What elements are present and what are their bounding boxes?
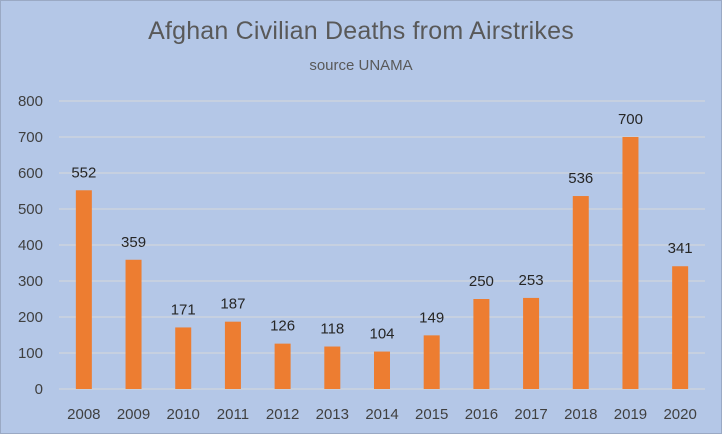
y-tick-label: 500 <box>18 201 43 218</box>
x-tick-label: 2018 <box>564 406 597 423</box>
bar-2020 <box>672 266 689 389</box>
x-axis: 2008 2009 2010 2011 2012 2013 2014 2015 2016 2017… <box>67 406 697 423</box>
bar-2017 <box>523 297 540 389</box>
bar-2010 <box>175 327 192 389</box>
data-label-2008: 552 <box>71 164 96 181</box>
bar-2009 <box>125 259 142 389</box>
bar-2012 <box>274 343 291 389</box>
bar-2014 <box>374 351 390 389</box>
data-label-2013: 118 <box>320 321 344 338</box>
x-tick-label: 2020 <box>663 406 696 423</box>
y-tick-label: 0 <box>35 381 43 398</box>
x-tick-label: 2008 <box>67 406 100 423</box>
x-tick-label: 2009 <box>117 406 150 423</box>
bar-2016 <box>473 299 490 389</box>
x-tick-label: 2014 <box>365 406 398 423</box>
data-label-2011: 187 <box>220 296 245 313</box>
y-tick-label: 400 <box>18 237 43 254</box>
data-label-2017: 253 <box>519 272 544 289</box>
y-tick-label: 600 <box>18 165 43 182</box>
y-tick-label: 700 <box>18 129 43 146</box>
data-label-2012: 126 <box>270 318 295 335</box>
bar-2019 <box>622 137 639 389</box>
y-tick-label: 100 <box>18 345 43 362</box>
data-labels: 552 359 171 187 126 118 104 149 250 253 536 700 341 <box>71 111 692 343</box>
y-tick-label: 300 <box>18 273 43 290</box>
data-label-2020: 341 <box>668 240 693 257</box>
chart-title: Afghan Civilian Deaths from Airstrikes <box>148 17 574 45</box>
bar-2015 <box>423 335 440 389</box>
gridlines <box>59 100 705 390</box>
data-label-2009: 359 <box>121 234 146 251</box>
data-label-2015: 149 <box>419 309 444 326</box>
bar-2011 <box>224 321 241 389</box>
x-tick-label: 2010 <box>167 406 200 423</box>
x-tick-label: 2016 <box>465 406 498 423</box>
x-tick-label: 2015 <box>415 406 448 423</box>
y-axis: 0 100 200 300 400 500 600 700 800 <box>18 93 43 398</box>
bar-2013 <box>324 346 341 389</box>
chart-subtitle: source UNAMA <box>309 57 413 74</box>
x-tick-label: 2019 <box>614 406 647 423</box>
x-tick-label: 2013 <box>316 406 349 423</box>
x-tick-label: 2011 <box>217 406 249 423</box>
data-label-2016: 250 <box>469 273 494 290</box>
y-tick-label: 200 <box>18 309 43 326</box>
bars <box>75 137 689 389</box>
x-tick-label: 2012 <box>266 406 299 423</box>
x-tick-label: 2017 <box>514 406 547 423</box>
bar-2018 <box>572 196 589 389</box>
data-label-2014: 104 <box>369 326 394 343</box>
data-label-2018: 536 <box>568 170 593 187</box>
y-tick-label: 800 <box>18 93 43 110</box>
data-label-2010: 171 <box>171 301 196 318</box>
bar-2008 <box>75 190 92 389</box>
data-label-2019: 700 <box>618 111 643 128</box>
